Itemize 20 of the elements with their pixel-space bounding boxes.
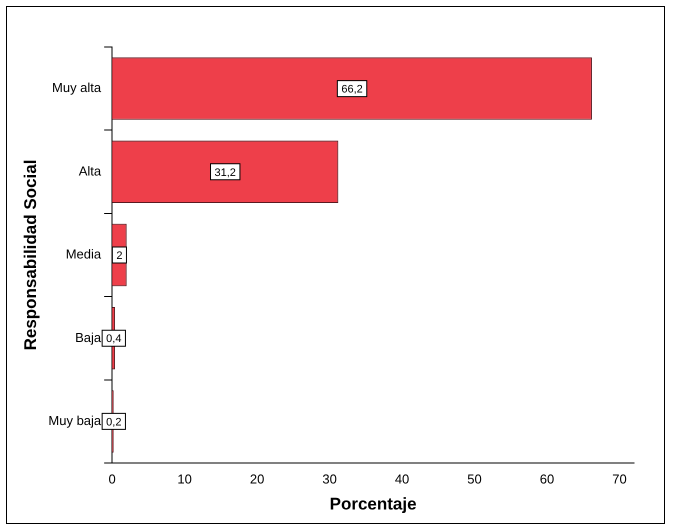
x-axis-title: Porcentaje <box>330 494 417 514</box>
x-tick-label: 50 <box>467 471 482 486</box>
x-tick-label: 30 <box>322 471 337 486</box>
data-label: 0,4 <box>106 333 122 346</box>
data-label: 2 <box>116 250 122 262</box>
y-tick-label: Alta <box>78 163 102 178</box>
data-label: 66,2 <box>341 84 363 96</box>
data-label: 31,2 <box>214 166 236 179</box>
x-tick-label: 10 <box>177 471 192 486</box>
y-tick-label: Media <box>66 246 102 262</box>
x-tick-label: 20 <box>250 471 264 486</box>
y-tick-label: Muy baja <box>48 412 102 428</box>
x-tick-label: 60 <box>540 471 554 486</box>
y-tick-label: Muy alta <box>52 80 102 96</box>
x-tick-label: 40 <box>394 471 410 486</box>
y-tick-label: Baja <box>75 330 102 345</box>
x-tick-label: 70 <box>612 471 627 486</box>
data-label: 0,2 <box>106 416 122 428</box>
x-tick-label: 0 <box>108 471 116 486</box>
y-axis-title: Responsabilidad Social <box>20 160 40 350</box>
